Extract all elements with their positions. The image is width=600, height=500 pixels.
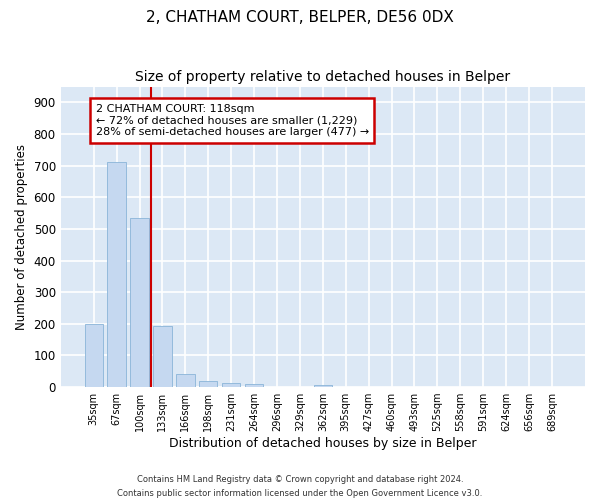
Y-axis label: Number of detached properties: Number of detached properties <box>15 144 28 330</box>
Text: Contains HM Land Registry data © Crown copyright and database right 2024.
Contai: Contains HM Land Registry data © Crown c… <box>118 476 482 498</box>
Bar <box>314 384 332 387</box>
Title: Size of property relative to detached houses in Belper: Size of property relative to detached ho… <box>135 70 511 84</box>
X-axis label: Distribution of detached houses by size in Belper: Distribution of detached houses by size … <box>169 437 476 450</box>
Bar <box>107 162 126 387</box>
Bar <box>222 383 241 387</box>
Bar <box>130 218 149 387</box>
Bar <box>85 324 103 387</box>
Bar <box>153 326 172 387</box>
Text: 2 CHATHAM COURT: 118sqm
← 72% of detached houses are smaller (1,229)
28% of semi: 2 CHATHAM COURT: 118sqm ← 72% of detache… <box>95 104 369 137</box>
Bar <box>176 374 194 387</box>
Bar <box>245 384 263 387</box>
Bar <box>199 382 217 387</box>
Text: 2, CHATHAM COURT, BELPER, DE56 0DX: 2, CHATHAM COURT, BELPER, DE56 0DX <box>146 10 454 25</box>
